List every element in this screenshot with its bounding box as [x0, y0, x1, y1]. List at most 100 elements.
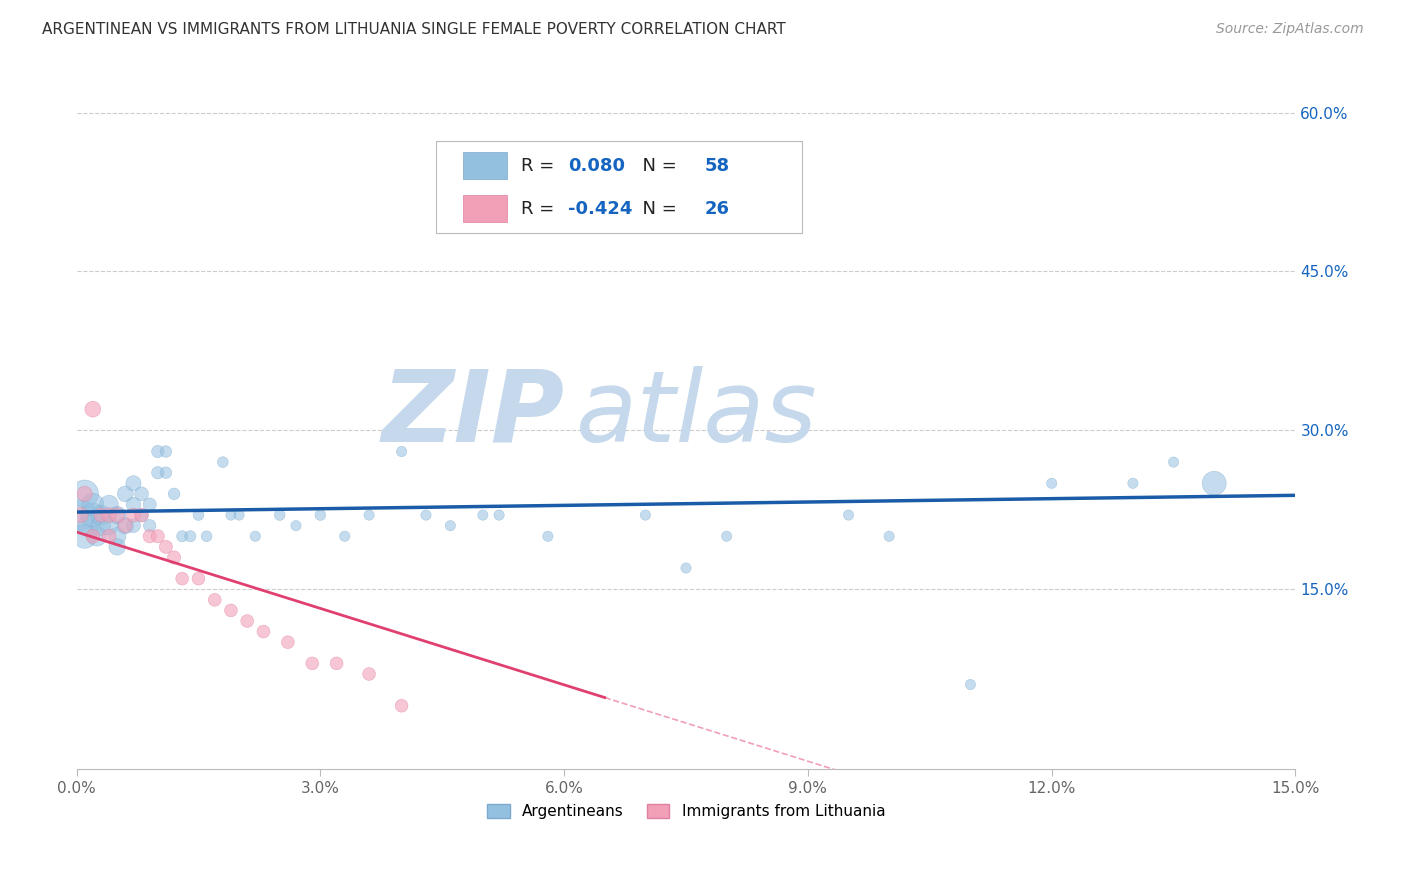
Point — [98, 498, 121, 512]
Point — [195, 529, 218, 543]
Point — [69, 508, 91, 522]
Point — [488, 508, 510, 522]
Point — [877, 529, 900, 543]
Point — [415, 508, 437, 522]
Point — [179, 529, 201, 543]
FancyBboxPatch shape — [436, 141, 801, 234]
Point — [155, 466, 177, 480]
Point — [90, 508, 112, 522]
Point — [269, 508, 291, 522]
Point — [73, 487, 96, 501]
Point — [86, 529, 108, 543]
Text: R =: R = — [522, 200, 561, 218]
Point — [82, 402, 104, 417]
Point — [138, 518, 160, 533]
Point — [114, 487, 136, 501]
Point — [252, 624, 274, 639]
Point — [301, 657, 323, 671]
Point — [359, 667, 381, 681]
Point — [277, 635, 299, 649]
Point — [1040, 476, 1063, 491]
Point — [131, 508, 153, 522]
Point — [155, 540, 177, 554]
Point — [90, 518, 112, 533]
Point — [105, 540, 128, 554]
Point — [146, 466, 169, 480]
Point — [163, 550, 186, 565]
Point — [73, 487, 96, 501]
Point — [634, 508, 657, 522]
Text: N =: N = — [631, 200, 683, 218]
Point — [105, 529, 128, 543]
Point — [73, 529, 96, 543]
Text: atlas: atlas — [576, 366, 818, 463]
Text: 0.080: 0.080 — [568, 157, 624, 175]
Text: -0.424: -0.424 — [568, 200, 633, 218]
Point — [77, 518, 100, 533]
Point — [163, 487, 186, 501]
Point — [155, 444, 177, 458]
Point — [838, 508, 860, 522]
Point — [325, 657, 347, 671]
Point — [122, 518, 145, 533]
Point — [172, 529, 194, 543]
Point — [569, 190, 592, 204]
Point — [359, 508, 381, 522]
Point — [138, 529, 160, 543]
Text: ARGENTINEAN VS IMMIGRANTS FROM LITHUANIA SINGLE FEMALE POVERTY CORRELATION CHART: ARGENTINEAN VS IMMIGRANTS FROM LITHUANIA… — [42, 22, 786, 37]
Point — [219, 508, 242, 522]
Point — [172, 572, 194, 586]
Legend: Argentineans, Immigrants from Lithuania: Argentineans, Immigrants from Lithuania — [481, 798, 891, 825]
Point — [98, 529, 121, 543]
Point — [1122, 476, 1144, 491]
Point — [90, 508, 112, 522]
Point — [131, 487, 153, 501]
Point — [105, 508, 128, 522]
Point — [471, 508, 494, 522]
Point — [114, 518, 136, 533]
Point — [146, 444, 169, 458]
Point — [716, 529, 738, 543]
Point — [187, 508, 209, 522]
Point — [537, 529, 560, 543]
Point — [1163, 455, 1185, 469]
Point — [333, 529, 356, 543]
Text: 58: 58 — [704, 157, 730, 175]
Point — [105, 508, 128, 522]
Point — [82, 498, 104, 512]
Point — [1204, 476, 1226, 491]
Point — [959, 677, 981, 691]
Point — [98, 508, 121, 522]
Point — [82, 529, 104, 543]
Point — [187, 572, 209, 586]
Text: Source: ZipAtlas.com: Source: ZipAtlas.com — [1216, 22, 1364, 37]
Point — [439, 518, 461, 533]
Point — [69, 508, 91, 522]
Point — [122, 498, 145, 512]
Point — [309, 508, 332, 522]
Point — [391, 444, 413, 458]
FancyBboxPatch shape — [463, 153, 506, 179]
Point — [122, 508, 145, 522]
Point — [146, 529, 169, 543]
Point — [391, 698, 413, 713]
Text: 26: 26 — [704, 200, 730, 218]
Point — [122, 476, 145, 491]
FancyBboxPatch shape — [463, 195, 506, 222]
Point — [219, 603, 242, 617]
Point — [675, 561, 697, 575]
Point — [114, 518, 136, 533]
Point — [211, 455, 233, 469]
Point — [138, 498, 160, 512]
Point — [82, 508, 104, 522]
Point — [98, 518, 121, 533]
Text: ZIP: ZIP — [381, 366, 564, 463]
Text: N =: N = — [631, 157, 683, 175]
Point — [228, 508, 250, 522]
Point — [284, 518, 307, 533]
Text: R =: R = — [522, 157, 561, 175]
Point — [204, 592, 226, 607]
Point — [131, 508, 153, 522]
Point — [245, 529, 267, 543]
Point — [236, 614, 259, 628]
